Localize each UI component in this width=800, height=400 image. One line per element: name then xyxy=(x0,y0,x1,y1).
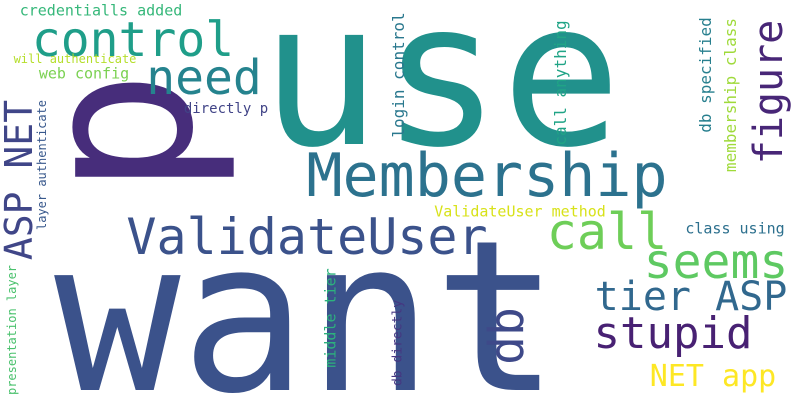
word-tier-asp: tier ASP xyxy=(594,274,788,320)
word-validateuser-method: ValidateUser method xyxy=(434,202,606,221)
word-want: want xyxy=(54,195,560,400)
word-figure: figure xyxy=(746,19,792,165)
word-class-using: class using xyxy=(685,219,785,238)
word-presentation-layer: presentation layer xyxy=(5,264,19,396)
word-membership: Membership xyxy=(306,141,668,211)
word-stupid: stupid xyxy=(593,308,753,359)
word-seems: seems xyxy=(643,234,789,290)
word-use: use xyxy=(260,0,622,192)
word-directly-p: directly p xyxy=(183,101,269,117)
word-will-authenticate: will authenticate xyxy=(13,52,137,66)
word-asp-net: ASP NET xyxy=(0,99,41,261)
word-net-app: NET app xyxy=(649,359,777,394)
word-validateuser: ValidateUser xyxy=(126,208,488,266)
word-need: need xyxy=(146,50,262,106)
word-login-control: login control xyxy=(389,12,408,138)
word-call: call xyxy=(546,203,668,261)
word-membership-class: membership class xyxy=(721,17,740,173)
word-web-config: web config xyxy=(38,64,130,83)
word-layer-authenticate: layer authenticate xyxy=(35,99,49,231)
word-call-anything: call anything xyxy=(551,20,570,146)
word-db: db xyxy=(479,307,535,365)
word-control: control xyxy=(31,12,235,68)
word-db-directly: db directly xyxy=(390,299,406,387)
word-credentialls-added: credentialls added xyxy=(19,1,183,20)
word-db-specified: db specified xyxy=(696,17,715,133)
word-middle-tier: middle tier xyxy=(321,268,340,368)
